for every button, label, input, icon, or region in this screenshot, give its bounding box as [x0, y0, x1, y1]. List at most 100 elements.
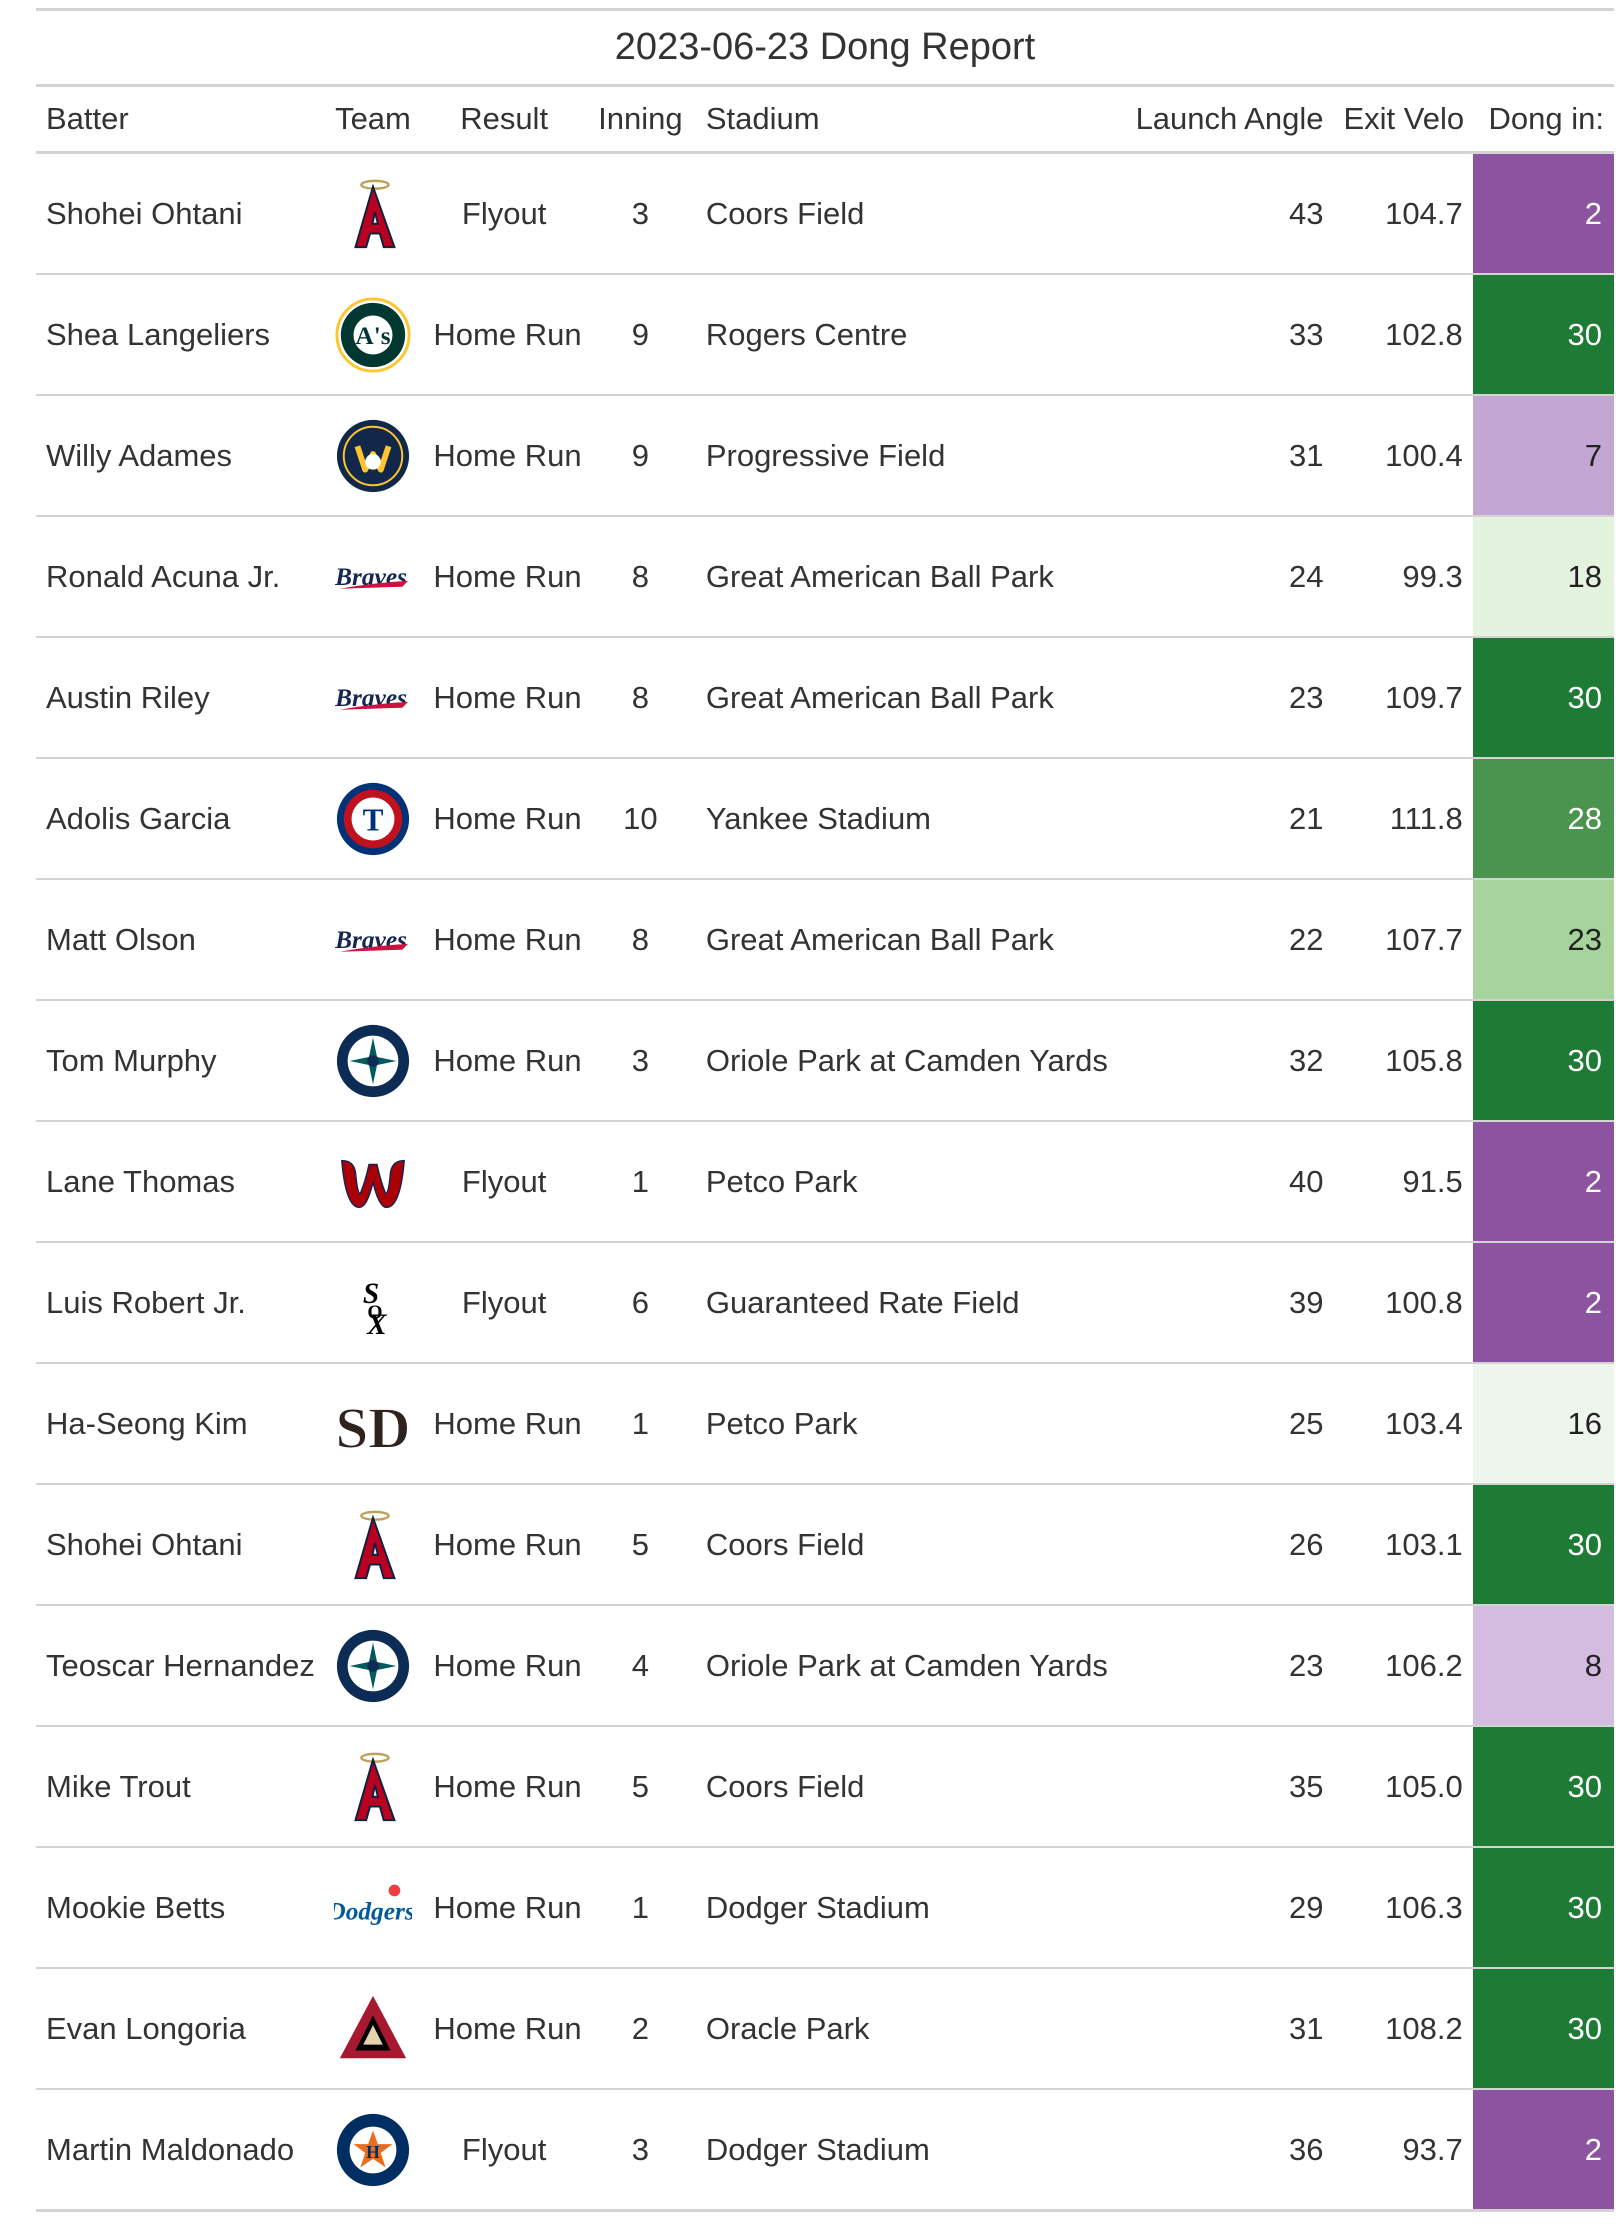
dong-in-cell: 30 [1472, 1968, 1614, 2090]
dodgers-logo: Dodgers [334, 1869, 412, 1947]
rangers-logo: T [334, 780, 412, 858]
column-header-dong-in[interactable]: Dong in: [1472, 87, 1614, 154]
dong-in-cell: 23 [1472, 879, 1614, 1001]
column-header-exit-velo[interactable]: Exit Velo [1333, 87, 1473, 154]
dong-in-cell: 30 [1472, 1726, 1614, 1848]
team-cell: T [322, 758, 424, 880]
result-cell: Home Run [423, 1484, 585, 1606]
column-header-stadium[interactable]: Stadium [695, 87, 1116, 154]
batter-cell: Adolis Garcia [36, 758, 323, 880]
launch-angle-cell: 23 [1115, 1605, 1334, 1727]
table-row: Mike Trout Home Run 5 Coors Field 35 105.0 30 [36, 1726, 1614, 1848]
result-cell: Home Run [423, 516, 585, 638]
stadium-cell: Great American Ball Park [695, 637, 1116, 759]
result-cell: Home Run [423, 1363, 585, 1485]
exit-velo-cell: 93.7 [1333, 2089, 1473, 2212]
dong-in-cell: 16 [1472, 1363, 1614, 1485]
result-cell: Home Run [423, 637, 585, 759]
result-cell: Home Run [423, 395, 585, 517]
team-cell [322, 152, 424, 275]
angels-logo [334, 1506, 412, 1584]
exit-velo-cell: 105.0 [1333, 1726, 1473, 1848]
table-row: Ronald Acuna Jr. Braves Home Run 8 Great Ame… [36, 516, 1614, 638]
launch-angle-cell: 26 [1115, 1484, 1334, 1606]
exit-velo-cell: 105.8 [1333, 1000, 1473, 1122]
table-row: Lane Thomas Flyout 1 Petco Park 40 91.5 2 [36, 1121, 1614, 1243]
batter-cell: Teoscar Hernandez [36, 1605, 323, 1727]
exit-velo-cell: 106.3 [1333, 1847, 1473, 1969]
result-cell: Home Run [423, 1605, 585, 1727]
dong-in-cell: 7 [1472, 395, 1614, 517]
team-cell: Dodgers [322, 1847, 424, 1969]
svg-text:SD: SD [336, 1395, 411, 1460]
batter-cell: Shea Langeliers [36, 274, 323, 396]
stadium-cell: Coors Field [695, 1484, 1116, 1606]
column-header-inning[interactable]: Inning [584, 87, 696, 154]
team-cell: Braves [322, 879, 424, 1001]
exit-velo-cell: 108.2 [1333, 1968, 1473, 2090]
team-cell [322, 395, 424, 517]
result-cell: Home Run [423, 1847, 585, 1969]
result-cell: Flyout [423, 1121, 585, 1243]
launch-angle-cell: 39 [1115, 1242, 1334, 1364]
stadium-cell: Petco Park [695, 1121, 1116, 1243]
diamondbacks-logo [334, 1990, 412, 2068]
stadium-cell: Great American Ball Park [695, 879, 1116, 1001]
svg-text:S: S [363, 1278, 379, 1310]
column-header-batter[interactable]: Batter [36, 87, 323, 154]
team-cell [322, 1726, 424, 1848]
inning-cell: 1 [584, 1363, 696, 1485]
table-row: Shea Langeliers A's Home Run 9 Rogers Centre… [36, 274, 1614, 396]
svg-text:O: O [367, 1302, 382, 1323]
table-row: Adolis Garcia T Home Run 10 Yankee Stadium 21… [36, 758, 1614, 880]
astros-logo: H [334, 2111, 412, 2189]
column-header-result[interactable]: Result [423, 87, 585, 154]
table-row: Teoscar Hernandez Home Run 4 Oriole Park at… [36, 1605, 1614, 1727]
dong-in-cell: 18 [1472, 516, 1614, 638]
mariners-logo [334, 1022, 412, 1100]
table-row: Ha-Seong Kim SD Home Run 1 Petco Park 25 103.4… [36, 1363, 1614, 1485]
exit-velo-cell: 111.8 [1333, 758, 1473, 880]
launch-angle-cell: 21 [1115, 758, 1334, 880]
result-cell: Flyout [423, 1242, 585, 1364]
team-cell [322, 1968, 424, 2090]
table-row: Evan Longoria Home Run 2 Oracle Park 31 108.2… [36, 1968, 1614, 2090]
column-header-launch-angle[interactable]: Launch Angle [1115, 87, 1334, 154]
dong-in-cell: 30 [1472, 1000, 1614, 1122]
svg-text:X: X [366, 1309, 388, 1341]
inning-cell: 3 [584, 2089, 696, 2212]
column-header-team[interactable]: Team [322, 87, 424, 154]
exit-velo-cell: 99.3 [1333, 516, 1473, 638]
batter-cell: Mookie Betts [36, 1847, 323, 1969]
batter-cell: Mike Trout [36, 1726, 323, 1848]
inning-cell: 6 [584, 1242, 696, 1364]
team-cell: H [322, 2089, 424, 2212]
inning-cell: 3 [584, 152, 696, 275]
mariners-logo [334, 1627, 412, 1705]
launch-angle-cell: 31 [1115, 1968, 1334, 2090]
table-row: Matt Olson Braves Home Run 8 Great American … [36, 879, 1614, 1001]
launch-angle-cell: 23 [1115, 637, 1334, 759]
dong-in-cell: 30 [1472, 1484, 1614, 1606]
launch-angle-cell: 40 [1115, 1121, 1334, 1243]
exit-velo-cell: 104.7 [1333, 152, 1473, 275]
nationals-logo [334, 1143, 412, 1221]
stadium-cell: Progressive Field [695, 395, 1116, 517]
report-title: 2023-06-23 Dong Report [36, 8, 1614, 87]
batter-cell: Ha-Seong Kim [36, 1363, 323, 1485]
batter-cell: Luis Robert Jr. [36, 1242, 323, 1364]
dong-in-cell: 2 [1472, 2089, 1614, 2212]
table-row: Luis Robert Jr. S X O Flyout 6 Guaranteed Rate… [36, 1242, 1614, 1364]
batter-cell: Martin Maldonado [36, 2089, 323, 2212]
inning-cell: 8 [584, 879, 696, 1001]
result-cell: Home Run [423, 1726, 585, 1848]
inning-cell: 9 [584, 274, 696, 396]
stadium-cell: Yankee Stadium [695, 758, 1116, 880]
inning-cell: 1 [584, 1847, 696, 1969]
launch-angle-cell: 33 [1115, 274, 1334, 396]
inning-cell: 5 [584, 1484, 696, 1606]
table-row: Martin Maldonado H Flyout 3 Dodger Stadium 36… [36, 2089, 1614, 2212]
launch-angle-cell: 32 [1115, 1000, 1334, 1122]
table-row: Tom Murphy Home Run 3 Oriole Park at Camden… [36, 1000, 1614, 1122]
